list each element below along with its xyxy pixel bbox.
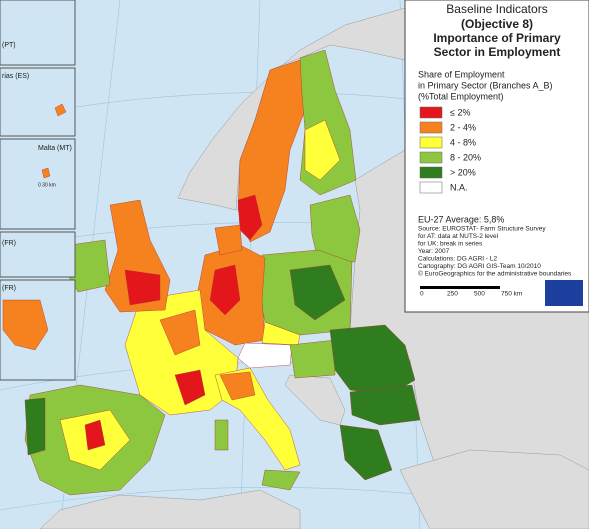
- legend-panel: Baseline Indicators (Objective 8) Import…: [404, 0, 589, 313]
- note: Source: EUROSTAT- Farm Structure Survey: [418, 226, 546, 233]
- legend-swatch: [419, 121, 443, 134]
- scale-bar: [420, 286, 500, 289]
- inset-label: 0 30 km: [38, 182, 56, 188]
- legend-swatch: [419, 136, 443, 149]
- insets: (PT) rias (ES) Malta (MT) 0 30 km (FR) (…: [0, 0, 76, 381]
- title: Baseline Indicators: [446, 2, 547, 16]
- note: for AT: data at NUTS-2 level: [418, 233, 499, 240]
- scale-label: 750 km: [501, 291, 522, 298]
- guyane: [2, 299, 49, 351]
- legend-swatch: [419, 151, 443, 164]
- scale-label: 0: [420, 291, 424, 298]
- legend-title: Share of Employment: [418, 69, 505, 79]
- regions: [24, 49, 421, 496]
- legend-label: > 20%: [450, 167, 476, 177]
- legend-label: 8 - 20%: [450, 152, 481, 162]
- legend-title: (%Total Employment): [418, 91, 504, 101]
- inset-label: (FR): [2, 240, 16, 247]
- legend-title: in Primary Sector (Branches A_B): [418, 80, 553, 90]
- note: © EuroGeographics for the administrative…: [418, 270, 572, 278]
- scale-label: 500: [474, 291, 485, 298]
- note: Calculations: DG AGRI - L2: [418, 256, 497, 263]
- inset-label: (PT): [2, 42, 16, 49]
- inset-label: Malta (MT): [38, 145, 72, 152]
- island: [54, 103, 67, 117]
- inset-label: rias (ES): [2, 73, 29, 80]
- note: Year: 2007: [418, 248, 450, 255]
- legend-swatch: [419, 166, 443, 179]
- inset-frame: [0, 231, 76, 278]
- legend-label: 4 - 8%: [450, 137, 476, 147]
- eu-flag: [545, 280, 583, 306]
- average: EU-27 Average: 5,8%: [418, 214, 504, 224]
- inset-frame: [0, 0, 76, 66]
- legend-label: N.A.: [450, 182, 468, 192]
- legend-swatch: [419, 181, 443, 194]
- inset-frame: [0, 138, 76, 230]
- legend-label: ≤ 2%: [450, 107, 470, 117]
- scale-label: 250: [447, 291, 458, 298]
- title: Importance of Primary: [433, 31, 561, 45]
- inset-frame: [0, 67, 76, 137]
- legend-label: 2 - 4%: [450, 122, 476, 132]
- note: Cartography: DG AGRI GIS-Team 10/2010: [418, 263, 541, 270]
- non-eu-land: [39, 7, 589, 529]
- inset-label: (FR): [2, 285, 16, 292]
- note: for UK: break in series: [418, 241, 483, 248]
- title: Sector in Employment: [434, 45, 561, 59]
- legend-swatch: [419, 106, 443, 119]
- title: (Objective 8): [461, 17, 533, 31]
- island: [41, 167, 51, 179]
